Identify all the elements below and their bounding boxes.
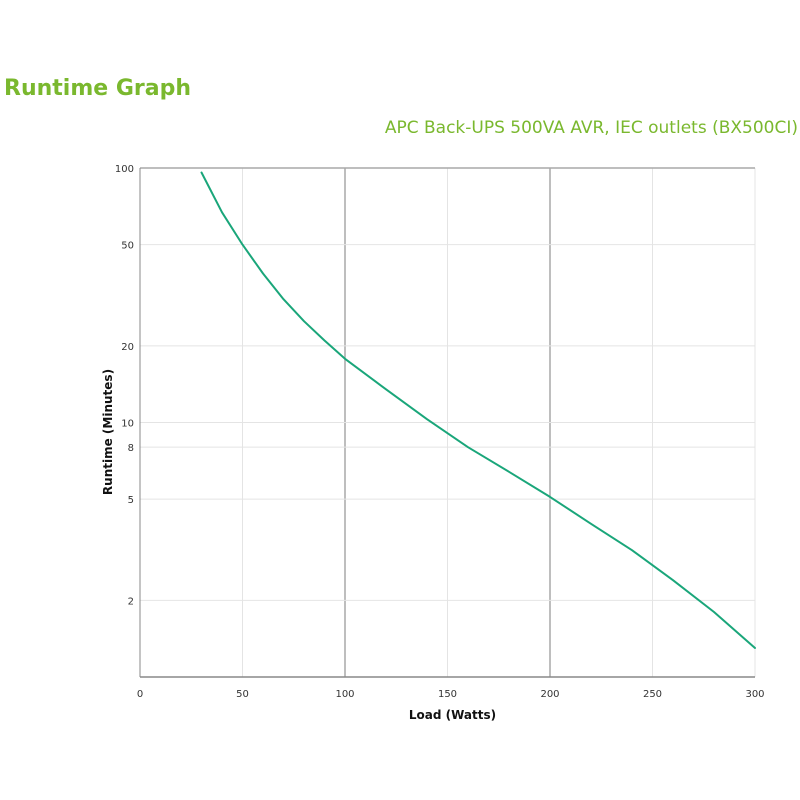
chart-title: APC Back-UPS 500VA AVR, IEC outlets (BX5… (384, 118, 798, 138)
x-tick-label: 50 (236, 689, 249, 700)
y-axis-label: Runtime (Minutes) (101, 369, 115, 495)
y-tick-label: 10 (121, 419, 134, 430)
y-tick-label: 100 (115, 164, 134, 175)
y-tick-label: 5 (128, 495, 134, 506)
y-tick-label: 50 (121, 241, 134, 252)
runtime-curve (200, 171, 756, 649)
series-layer (200, 171, 756, 649)
x-tick-label: 150 (438, 689, 457, 700)
x-axis-label: Load (Watts) (409, 708, 496, 722)
x-tick-label: 300 (745, 689, 764, 700)
x-tick-label: 200 (540, 689, 559, 700)
x-tick-label: 100 (335, 689, 354, 700)
y-tick-label: 2 (128, 596, 134, 607)
axes-layer (139, 168, 755, 678)
y-tick-label: 8 (128, 443, 134, 454)
grid-layer (140, 167, 756, 677)
ticks-layer: 0 50 100 150 200 250 300 2 5 8 10 20 50 100 (115, 164, 765, 700)
page-title: Runtime Graph (4, 76, 191, 101)
x-tick-label: 0 (137, 689, 143, 700)
x-tick-label: 250 (643, 689, 662, 700)
y-tick-label: 20 (121, 342, 134, 353)
